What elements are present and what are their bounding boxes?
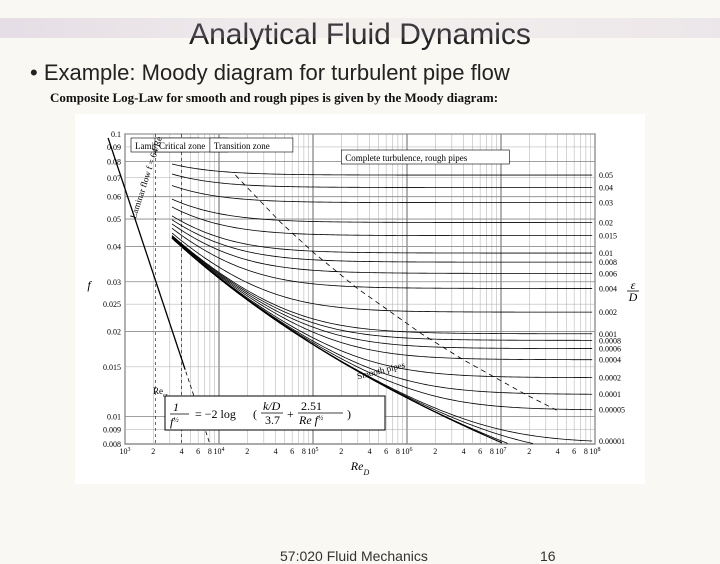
svg-text:): ) xyxy=(347,407,351,421)
svg-text:Transition zone: Transition zone xyxy=(214,141,270,151)
svg-text:0.0002: 0.0002 xyxy=(599,374,621,383)
svg-text:107: 107 xyxy=(496,447,507,456)
svg-text:+: + xyxy=(287,407,294,421)
moody-chart-svg: 103104105106107108246824682468246824680.… xyxy=(75,114,645,484)
svg-text:k/D: k/D xyxy=(263,399,281,413)
svg-text:1: 1 xyxy=(173,400,179,414)
svg-text:0.009: 0.009 xyxy=(103,426,121,435)
svg-text:0.07: 0.07 xyxy=(107,174,121,183)
svg-text:0.006: 0.006 xyxy=(599,269,617,278)
svg-text:104: 104 xyxy=(214,447,225,456)
svg-text:0.008: 0.008 xyxy=(599,258,617,267)
svg-text:2.51: 2.51 xyxy=(301,399,322,413)
svg-text:0.05: 0.05 xyxy=(107,215,121,224)
svg-text:= −2 log: = −2 log xyxy=(195,407,236,421)
svg-text:0.00005: 0.00005 xyxy=(599,406,625,415)
svg-text:0.09: 0.09 xyxy=(107,143,121,152)
svg-text:108: 108 xyxy=(590,447,601,456)
svg-text:0.04: 0.04 xyxy=(107,242,121,251)
svg-text:6: 6 xyxy=(572,447,576,456)
svg-text:0.015: 0.015 xyxy=(103,363,121,372)
svg-text:6: 6 xyxy=(290,447,294,456)
svg-text:0.01: 0.01 xyxy=(107,413,121,422)
colebrook-formula-box: 1f½= −2 log(k/D3.7+2.51Re f½) xyxy=(165,396,385,430)
svg-text:4: 4 xyxy=(556,447,560,456)
svg-text:0.1: 0.1 xyxy=(111,130,121,139)
svg-text:0.04: 0.04 xyxy=(599,183,613,192)
svg-text:4: 4 xyxy=(274,447,278,456)
example-bullet: • Example: Moody diagram for turbulent p… xyxy=(30,60,720,86)
svg-text:103: 103 xyxy=(120,447,131,456)
svg-text:0.06: 0.06 xyxy=(107,193,121,202)
footer-page: 16 xyxy=(540,548,556,564)
svg-text:4: 4 xyxy=(462,447,466,456)
svg-text:ReD: ReD xyxy=(350,459,370,477)
svg-text:8: 8 xyxy=(302,447,306,456)
svg-text:4: 4 xyxy=(180,447,184,456)
svg-text:0.025: 0.025 xyxy=(103,300,121,309)
svg-text:106: 106 xyxy=(402,447,413,456)
svg-text:2: 2 xyxy=(339,447,343,456)
svg-text:0.008: 0.008 xyxy=(103,440,121,449)
svg-text:105: 105 xyxy=(308,447,319,456)
svg-text:6: 6 xyxy=(384,447,388,456)
svg-text:0.0004: 0.0004 xyxy=(599,356,621,365)
svg-text:0.0006: 0.0006 xyxy=(599,345,621,354)
slide-decoration xyxy=(0,18,720,38)
svg-text:6: 6 xyxy=(478,447,482,456)
svg-text:f: f xyxy=(87,278,92,292)
svg-text:0.01: 0.01 xyxy=(599,249,613,258)
svg-text:0.002: 0.002 xyxy=(599,308,617,317)
svg-text:4: 4 xyxy=(368,447,372,456)
svg-text:0.02: 0.02 xyxy=(107,328,121,337)
svg-text:8: 8 xyxy=(396,447,400,456)
svg-text:8: 8 xyxy=(490,447,494,456)
svg-text:0.00001: 0.00001 xyxy=(599,437,625,446)
svg-text:2: 2 xyxy=(245,447,249,456)
svg-text:0.004: 0.004 xyxy=(599,284,617,293)
svg-text:0.08: 0.08 xyxy=(107,157,121,166)
svg-text:(: ( xyxy=(253,407,257,421)
svg-text:0.02: 0.02 xyxy=(599,218,613,227)
svg-text:D: D xyxy=(628,290,638,304)
svg-text:6: 6 xyxy=(196,447,200,456)
svg-text:2: 2 xyxy=(527,447,531,456)
svg-text:0.03: 0.03 xyxy=(599,199,613,208)
subtitle-text: Composite Log-Law for smooth and rough p… xyxy=(50,90,720,106)
svg-text:Critical zone: Critical zone xyxy=(159,141,205,151)
svg-text:0.05: 0.05 xyxy=(599,171,613,180)
svg-text:8: 8 xyxy=(584,447,588,456)
moody-diagram: 103104105106107108246824682468246824680.… xyxy=(75,114,645,484)
svg-text:Complete turbulence, rough pip: Complete turbulence, rough pipes xyxy=(345,153,467,163)
svg-text:2: 2 xyxy=(433,447,437,456)
svg-text:0.015: 0.015 xyxy=(599,232,617,241)
footer-course: 57:020 Fluid Mechanics xyxy=(280,548,428,564)
svg-text:2: 2 xyxy=(151,447,155,456)
svg-text:8: 8 xyxy=(208,447,212,456)
svg-text:0.03: 0.03 xyxy=(107,278,121,287)
svg-text:0.0001: 0.0001 xyxy=(599,390,621,399)
svg-text:3.7: 3.7 xyxy=(265,413,280,427)
